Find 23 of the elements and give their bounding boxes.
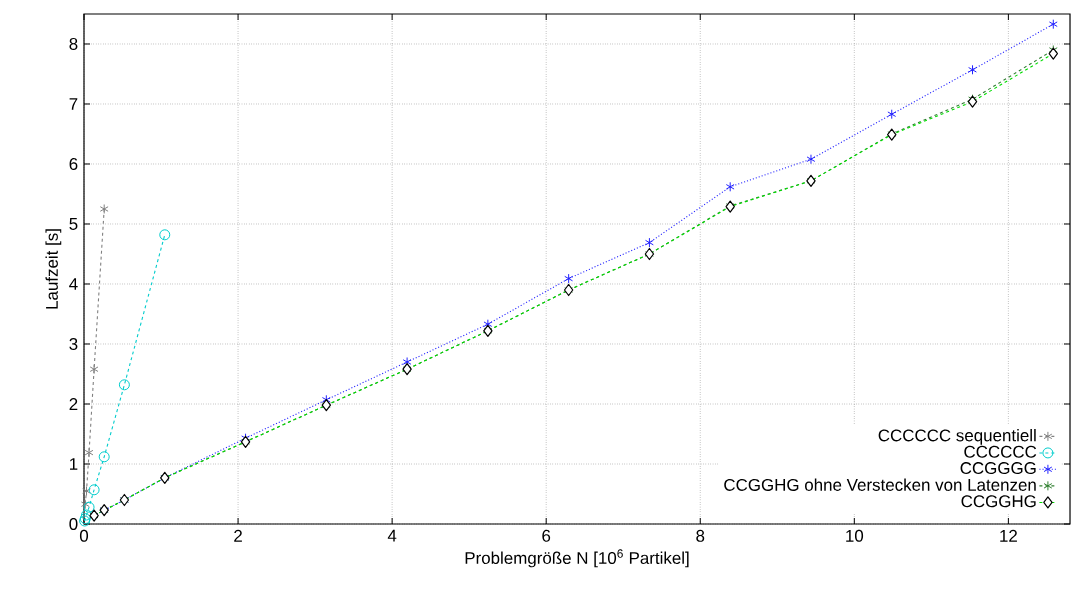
x-tick-label: 12 xyxy=(1000,529,1017,542)
legend-label: CCGGGG xyxy=(960,462,1036,475)
y-tick-label: 5 xyxy=(69,218,78,230)
y-tick-label: 2 xyxy=(69,398,78,410)
x-tick-label: 4 xyxy=(387,529,397,542)
x-tick-label: 2 xyxy=(234,529,242,542)
x-tick-label: 0 xyxy=(79,529,89,542)
legend-label: CCGGHG ohne Verstecken von Latenzen xyxy=(724,478,1036,491)
y-axis-title: Laufzeit [s] xyxy=(45,229,62,309)
legend-label: CCGGHG xyxy=(961,495,1036,508)
y-tick-label: 4 xyxy=(69,278,78,290)
y-tick-label: 6 xyxy=(69,158,78,170)
y-tick-label: 8 xyxy=(69,38,78,50)
x-tick-label: 8 xyxy=(696,529,705,542)
legend-label: CCCCCC sequentiell xyxy=(878,428,1036,445)
legend-label: CCCCCC xyxy=(964,445,1037,458)
y-tick-label: 3 xyxy=(69,338,78,350)
y-tick-label: 1 xyxy=(70,458,78,470)
y-tick-label: 7 xyxy=(69,98,78,110)
x-tick-label: 10 xyxy=(846,529,864,542)
x-tick-label: 6 xyxy=(542,529,551,542)
x-axis-title: Problemgröße N [10$^{6}$ Partikel] xyxy=(465,549,689,568)
y-tick-label: 0 xyxy=(69,518,78,530)
